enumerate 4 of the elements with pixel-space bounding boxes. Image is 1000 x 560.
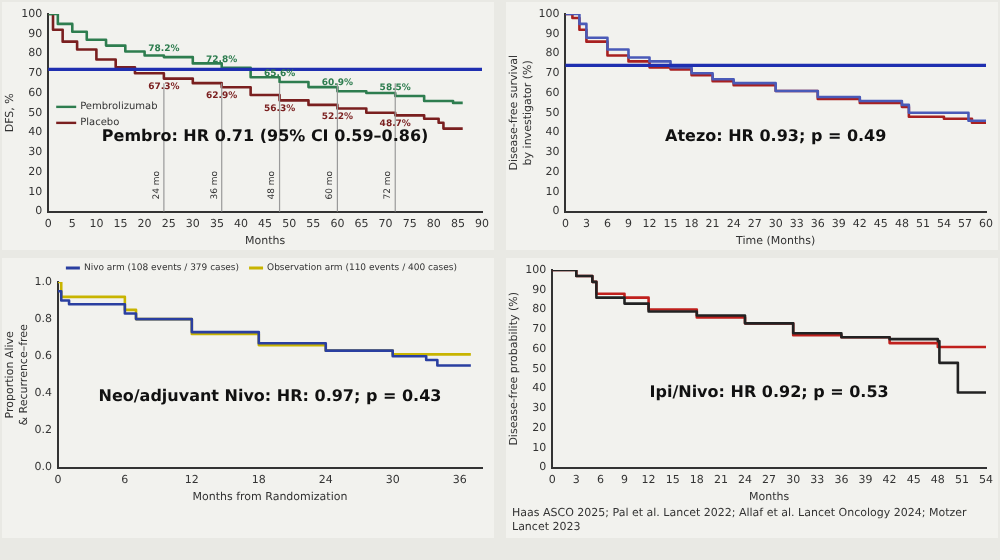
- annotation: Atezo: HR 0.93; p = 0.49: [665, 126, 888, 145]
- annotation: Ipi/Nivo: HR 0.92; p = 0.53: [649, 382, 889, 401]
- annotation: Pembro: HR 0.71 (95% CI 0.59–0.86): [101, 126, 429, 145]
- annotation: Neo/adjuvant Nivo: HR: 0.97; p = 0.43: [98, 387, 442, 406]
